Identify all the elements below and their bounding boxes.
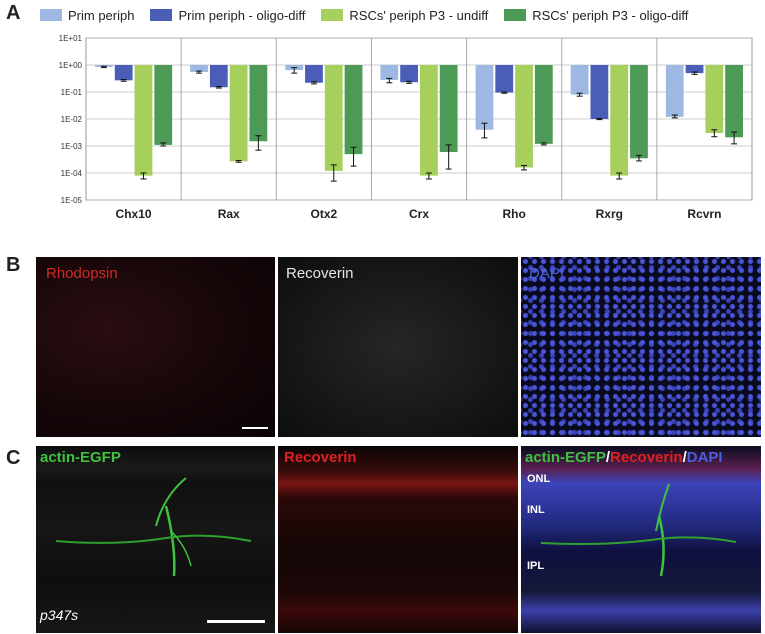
actin-egfp-image: actin-EGFP p347s [36, 446, 275, 633]
legend-swatch [504, 9, 527, 21]
scale-bar [207, 620, 265, 623]
x-tick-label: Rcvrn [687, 207, 721, 221]
actin-egfp-label: actin-EGFP [40, 449, 121, 466]
bar [229, 65, 248, 162]
bar [610, 65, 629, 176]
bar [209, 65, 228, 88]
dapi-label: DAPI [529, 265, 565, 282]
bar [154, 65, 173, 145]
x-tick-label: Rxrg [596, 207, 623, 221]
chart-legend: Prim periph Prim periph - oligo-diff RSC… [40, 4, 688, 26]
x-tick-label: Rax [218, 207, 240, 221]
legend-swatch [321, 9, 344, 21]
merged-label-dapi: DAPI [686, 449, 723, 466]
legend-item-prim-periph-oligo: Prim periph - oligo-diff [150, 8, 305, 23]
merged-cell-drawing [540, 483, 737, 577]
layer-label-ipl: IPL [527, 560, 545, 572]
bar [515, 65, 533, 168]
bar [590, 65, 609, 119]
recoverin-image-c: Recoverin [278, 446, 518, 633]
y-tick-label: 1E-04 [61, 169, 83, 178]
expression-bar-chart: 1E+01 1E+00 1E-01 1E-02 1E-03 1E-04 1E-05 Chx10… [59, 34, 753, 221]
bar [685, 65, 704, 74]
bar [134, 65, 153, 176]
panel-c-letter: C [6, 447, 21, 469]
bar [114, 65, 133, 81]
egfp-cell-drawing [55, 477, 252, 577]
legend-label: RSCs' periph P3 - undiff [349, 7, 489, 23]
y-tick-label: 1E+00 [59, 61, 83, 70]
bar [705, 65, 724, 134]
legend-item-rscs-oligo: RSCs' periph P3 - oligo-diff [504, 8, 688, 23]
merged-image: actin-EGFP/Recoverin/DAPI ONL INL IPL [521, 446, 761, 633]
legend-item-rscs-undiff: RSCs' periph P3 - undiff [321, 8, 488, 23]
bar [630, 65, 648, 159]
bar [665, 65, 684, 117]
merged-label: actin-EGFP/Recoverin/DAPI [525, 449, 723, 466]
bar [400, 65, 418, 83]
legend-label: Prim periph [68, 7, 135, 23]
legend-swatch [150, 9, 173, 21]
bar [725, 65, 743, 138]
x-tick-label: Crx [409, 207, 429, 221]
bar [420, 65, 438, 176]
bar [324, 65, 343, 171]
x-tick-label: Rho [502, 207, 525, 221]
legend-label: Prim periph - oligo-diff [178, 7, 306, 23]
y-tick-label: 1E+01 [59, 34, 83, 43]
recoverin-label-b: Recoverin [286, 265, 354, 282]
bar [570, 65, 589, 95]
recoverin-label-c: Recoverin [284, 449, 357, 466]
scale-bar [242, 427, 268, 429]
x-tick-label: Chx10 [116, 207, 152, 221]
bar [495, 65, 514, 93]
bar [344, 65, 363, 155]
layer-label-inl: INL [527, 504, 545, 516]
panel-a-letter: A [6, 2, 21, 24]
bar [534, 65, 553, 144]
legend-swatch [40, 9, 62, 21]
y-tick-label: 1E-01 [61, 88, 83, 97]
bar [475, 65, 494, 130]
rhodopsin-image: Rhodopsin [36, 257, 275, 437]
merged-label-egfp: actin-EGFP [525, 449, 606, 466]
bar [190, 65, 208, 73]
merged-label-sep2: / [682, 449, 687, 466]
sample-id-label: p347s [40, 607, 79, 623]
merged-label-recoverin: Recoverin [610, 449, 683, 466]
legend-label: RSCs' periph P3 - oligo-diff [532, 7, 689, 23]
recoverin-image-b: Recoverin [278, 257, 518, 437]
y-tick-label: 1E-05 [61, 196, 83, 205]
layer-label-onl: ONL [527, 473, 551, 485]
y-tick-label: 1E-02 [61, 115, 83, 124]
y-tick-label: 1E-03 [61, 142, 83, 151]
x-tick-label: Otx2 [311, 207, 338, 221]
rhodopsin-label: Rhodopsin [46, 265, 118, 282]
legend-item-prim-periph: Prim periph [40, 8, 134, 23]
bar [249, 65, 268, 142]
bar [305, 65, 323, 83]
dapi-image: DAPI [521, 257, 761, 437]
bar [380, 65, 399, 80]
merged-label-sep1: / [605, 449, 611, 466]
bar [439, 65, 458, 152]
panel-b-letter: B [6, 254, 21, 276]
